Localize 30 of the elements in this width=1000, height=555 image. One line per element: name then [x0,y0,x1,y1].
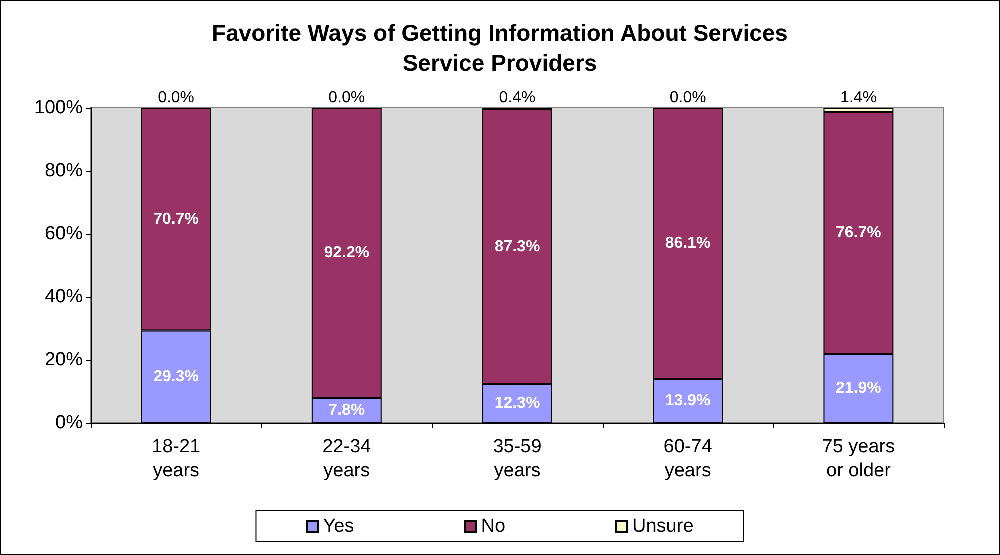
x-tick-label: 35-59 years [493,436,542,482]
data-label: 70.7% [154,210,199,228]
y-tick-label: 60% [44,224,84,244]
y-tick-label: 0% [56,412,84,434]
data-label: 0.0% [158,90,195,106]
x-tick-label: 60-74 years [664,436,713,482]
data-label: 29.3% [154,368,199,386]
legend-label: No [481,516,506,537]
data-label: 7.8% [328,402,366,420]
data-label: 86.1% [665,235,711,252]
y-tick-label: 40% [44,286,84,308]
data-label: 0.0% [328,90,366,106]
data-label: 21.9% [836,380,882,398]
chart-title: Favorite Ways of Getting Information About Services Service Providers [212,20,788,76]
data-label: 92.2% [324,244,370,262]
data-label: 12.3% [494,395,540,412]
x-tick-label: 18-21 years [152,436,201,482]
legend-label: Yes [323,516,354,537]
data-label: 87.3% [494,238,540,256]
data-label: 76.7% [836,224,882,242]
y-tick-label: 100% [34,98,84,118]
data-label: 0.0% [670,90,706,106]
x-tick-label: 75 years or older [822,436,896,482]
data-label: 1.4% [840,90,877,106]
y-tick-label: 20% [44,350,84,370]
data-label: 0.4% [499,90,536,106]
x-tick-label: 22-34 years [322,436,372,482]
y-tick-label: 80% [44,160,84,182]
legend-label: Unsure [632,516,694,537]
data-label: 13.9% [665,392,711,410]
